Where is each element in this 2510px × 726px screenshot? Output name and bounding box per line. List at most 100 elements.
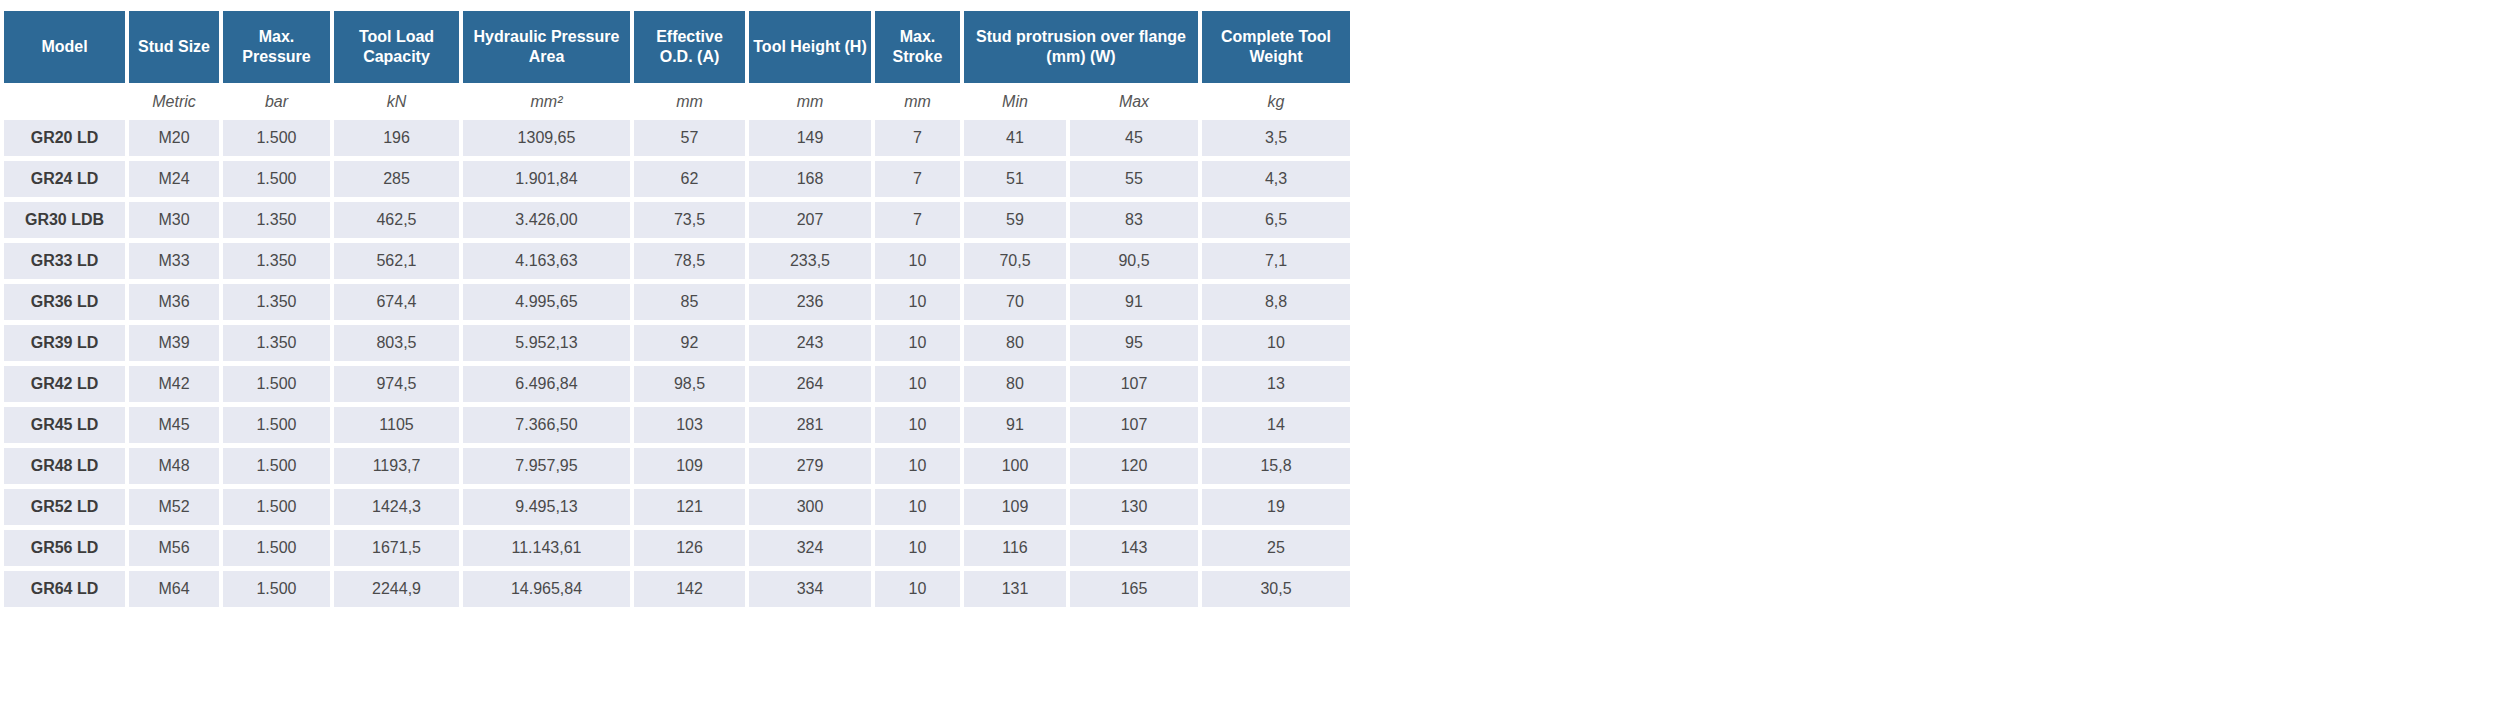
value-cell: 168	[749, 161, 871, 197]
col-header-model: Model	[4, 11, 125, 83]
value-cell: 131	[964, 571, 1066, 607]
value-cell: 149	[749, 120, 871, 156]
value-cell: 130	[1070, 489, 1198, 525]
table-row: GR52 LDM521.5001424,39.495,1312130010109…	[4, 489, 1350, 525]
value-cell: 1.350	[223, 202, 330, 238]
col-header-effective-od: Effective O.D. (A)	[634, 11, 745, 83]
col-header-max-stroke: Max. Stroke	[875, 11, 960, 83]
unit-stud-size: Metric	[129, 88, 219, 115]
table-row: GR33 LDM331.350562,14.163,6378,5233,5107…	[4, 243, 1350, 279]
value-cell: 107	[1070, 407, 1198, 443]
value-cell: 143	[1070, 530, 1198, 566]
value-cell: 59	[964, 202, 1066, 238]
col-header-tool-weight: Complete Tool Weight	[1202, 11, 1350, 83]
value-cell: 10	[875, 407, 960, 443]
value-cell: M52	[129, 489, 219, 525]
value-cell: 10	[875, 489, 960, 525]
value-cell: 264	[749, 366, 871, 402]
value-cell: 1.350	[223, 284, 330, 320]
value-cell: 1105	[334, 407, 459, 443]
value-cell: 95	[1070, 325, 1198, 361]
value-cell: 45	[1070, 120, 1198, 156]
value-cell: 109	[634, 448, 745, 484]
value-cell: 25	[1202, 530, 1350, 566]
col-header-stud-protrusion: Stud protrusion over flange (mm) (W)	[964, 11, 1198, 83]
unit-max-pressure: bar	[223, 88, 330, 115]
value-cell: 674,4	[334, 284, 459, 320]
value-cell: 6.496,84	[463, 366, 630, 402]
value-cell: 1.500	[223, 407, 330, 443]
value-cell: 1.500	[223, 120, 330, 156]
model-cell: GR33 LD	[4, 243, 125, 279]
value-cell: 41	[964, 120, 1066, 156]
table-row: GR42 LDM421.500974,56.496,8498,526410801…	[4, 366, 1350, 402]
model-cell: GR48 LD	[4, 448, 125, 484]
unit-model	[4, 88, 125, 115]
value-cell: M33	[129, 243, 219, 279]
value-cell: 7.366,50	[463, 407, 630, 443]
value-cell: 281	[749, 407, 871, 443]
value-cell: 196	[334, 120, 459, 156]
value-cell: 8,8	[1202, 284, 1350, 320]
value-cell: 462,5	[334, 202, 459, 238]
model-cell: GR36 LD	[4, 284, 125, 320]
value-cell: 51	[964, 161, 1066, 197]
value-cell: 6,5	[1202, 202, 1350, 238]
value-cell: 70	[964, 284, 1066, 320]
value-cell: 243	[749, 325, 871, 361]
col-header-tool-load: Tool Load Capacity	[334, 11, 459, 83]
value-cell: 1.500	[223, 489, 330, 525]
value-cell: 7.957,95	[463, 448, 630, 484]
value-cell: 300	[749, 489, 871, 525]
value-cell: 15,8	[1202, 448, 1350, 484]
value-cell: 10	[875, 366, 960, 402]
col-header-tool-height: Tool Height (H)	[749, 11, 871, 83]
value-cell: 2244,9	[334, 571, 459, 607]
page-canvas: Model Stud Size Max. Pressure Tool Load …	[0, 0, 2510, 726]
unit-min: Min	[964, 88, 1066, 115]
value-cell: 10	[875, 325, 960, 361]
value-cell: 7	[875, 161, 960, 197]
value-cell: 30,5	[1202, 571, 1350, 607]
table-row: GR24 LDM241.5002851.901,8462168751554,3	[4, 161, 1350, 197]
value-cell: 11.143,61	[463, 530, 630, 566]
value-cell: M48	[129, 448, 219, 484]
value-cell: 109	[964, 489, 1066, 525]
value-cell: 85	[634, 284, 745, 320]
value-cell: 236	[749, 284, 871, 320]
value-cell: 1.350	[223, 325, 330, 361]
unit-tool-height: mm	[749, 88, 871, 115]
value-cell: 7,1	[1202, 243, 1350, 279]
value-cell: 57	[634, 120, 745, 156]
value-cell: 14	[1202, 407, 1350, 443]
table-row: GR39 LDM391.350803,55.952,13922431080951…	[4, 325, 1350, 361]
value-cell: 3,5	[1202, 120, 1350, 156]
table-row: GR45 LDM451.50011057.366,501032811091107…	[4, 407, 1350, 443]
value-cell: M20	[129, 120, 219, 156]
value-cell: 107	[1070, 366, 1198, 402]
value-cell: 1.500	[223, 366, 330, 402]
model-cell: GR20 LD	[4, 120, 125, 156]
value-cell: 10	[875, 243, 960, 279]
value-cell: 92	[634, 325, 745, 361]
table-row: GR64 LDM641.5002244,914.965,841423341013…	[4, 571, 1350, 607]
table-row: GR30 LDBM301.350462,53.426,0073,52077598…	[4, 202, 1350, 238]
value-cell: 9.495,13	[463, 489, 630, 525]
value-cell: 974,5	[334, 366, 459, 402]
value-cell: 100	[964, 448, 1066, 484]
value-cell: 1424,3	[334, 489, 459, 525]
value-cell: 10	[875, 448, 960, 484]
value-cell: 142	[634, 571, 745, 607]
value-cell: 10	[875, 571, 960, 607]
model-cell: GR39 LD	[4, 325, 125, 361]
value-cell: 1309,65	[463, 120, 630, 156]
value-cell: 120	[1070, 448, 1198, 484]
unit-effective-od: mm	[634, 88, 745, 115]
value-cell: 3.426,00	[463, 202, 630, 238]
value-cell: 1.500	[223, 530, 330, 566]
value-cell: 7	[875, 202, 960, 238]
value-cell: 91	[1070, 284, 1198, 320]
value-cell: 121	[634, 489, 745, 525]
value-cell: 103	[634, 407, 745, 443]
col-header-hydraulic-area: Hydraulic Pressure Area	[463, 11, 630, 83]
